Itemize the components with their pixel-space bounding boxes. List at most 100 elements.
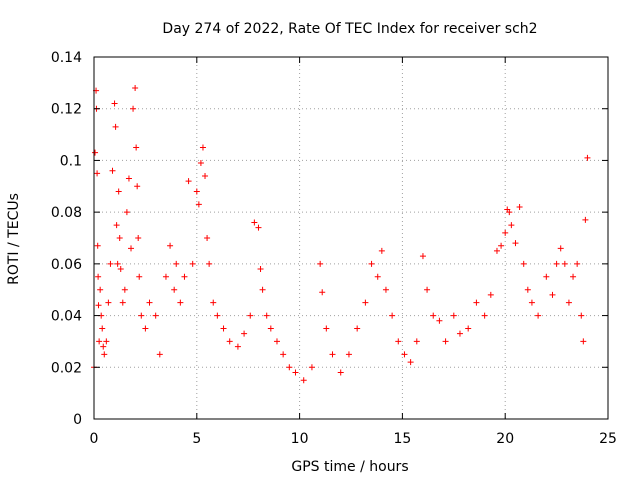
data-point bbox=[156, 351, 163, 358]
data-point bbox=[125, 175, 132, 182]
data-point bbox=[557, 245, 564, 252]
y-tick-label: 0.02 bbox=[51, 360, 82, 376]
data-point bbox=[292, 369, 299, 376]
data-point bbox=[382, 286, 389, 293]
data-point bbox=[436, 317, 443, 324]
data-point bbox=[204, 235, 211, 241]
data-point bbox=[128, 245, 135, 252]
data-point bbox=[130, 105, 137, 112]
data-point bbox=[508, 222, 515, 229]
data-point bbox=[319, 289, 326, 296]
data-point bbox=[395, 338, 402, 345]
data-point bbox=[226, 338, 233, 345]
data-point bbox=[195, 201, 202, 208]
data-point bbox=[193, 188, 200, 195]
data-point bbox=[419, 253, 426, 260]
x-tick-labels: 0 5 10 15 20 25 bbox=[90, 431, 617, 447]
data-point bbox=[185, 178, 192, 185]
data-point bbox=[234, 343, 241, 350]
data-point bbox=[251, 219, 258, 226]
data-point bbox=[100, 343, 107, 350]
axis-ticks bbox=[93, 56, 609, 420]
y-tick-label: 0.08 bbox=[51, 205, 82, 221]
data-point bbox=[202, 172, 209, 179]
data-point bbox=[528, 299, 535, 306]
data-point bbox=[107, 260, 114, 267]
y-tick-label: 0.12 bbox=[51, 102, 82, 118]
data-point bbox=[413, 338, 420, 345]
data-point bbox=[516, 203, 523, 210]
data-point bbox=[323, 325, 330, 332]
data-point bbox=[561, 260, 568, 267]
data-point bbox=[95, 302, 102, 309]
data-point bbox=[146, 299, 153, 306]
data-point bbox=[520, 260, 527, 267]
data-point bbox=[94, 242, 101, 249]
data-point bbox=[133, 144, 140, 151]
data-point bbox=[135, 235, 142, 241]
data-point bbox=[173, 260, 180, 267]
data-point bbox=[197, 160, 204, 167]
data-point bbox=[96, 338, 103, 345]
data-point bbox=[578, 312, 585, 319]
chart-title: Day 274 of 2022, Rate Of TEC Index for r… bbox=[162, 21, 537, 37]
data-point bbox=[273, 338, 280, 345]
data-point bbox=[113, 222, 120, 229]
data-point bbox=[92, 149, 99, 156]
data-point bbox=[210, 299, 217, 306]
data-point bbox=[255, 224, 262, 231]
data-point bbox=[345, 351, 352, 358]
data-point bbox=[362, 299, 369, 306]
x-axis-title: GPS time / hours bbox=[291, 459, 408, 475]
data-point bbox=[263, 312, 270, 319]
data-point bbox=[300, 377, 307, 384]
data-point bbox=[465, 325, 472, 332]
data-points bbox=[91, 85, 591, 384]
data-point bbox=[112, 123, 119, 130]
x-tick-label: 5 bbox=[192, 431, 201, 447]
y-tick-label: 0.14 bbox=[51, 50, 82, 66]
data-point bbox=[97, 286, 104, 293]
x-tick-label: 10 bbox=[291, 431, 309, 447]
data-point bbox=[247, 312, 254, 319]
data-point bbox=[570, 273, 577, 280]
data-point bbox=[456, 330, 463, 337]
x-tick-label: 0 bbox=[90, 431, 99, 447]
data-point bbox=[171, 286, 178, 293]
data-point bbox=[424, 286, 431, 293]
x-tick-label: 25 bbox=[599, 431, 617, 447]
data-point bbox=[549, 291, 556, 298]
data-point bbox=[103, 338, 110, 345]
data-point bbox=[584, 154, 591, 161]
data-point bbox=[354, 325, 361, 332]
data-point bbox=[241, 330, 248, 337]
data-point bbox=[189, 260, 196, 267]
data-point bbox=[152, 312, 159, 319]
data-point bbox=[378, 247, 385, 254]
data-point bbox=[206, 260, 213, 267]
data-point bbox=[286, 364, 293, 371]
data-point bbox=[498, 242, 505, 249]
data-point bbox=[389, 312, 396, 319]
data-point bbox=[473, 299, 480, 306]
data-point bbox=[177, 299, 184, 306]
data-point bbox=[134, 183, 141, 190]
data-point bbox=[574, 260, 581, 267]
data-point bbox=[105, 299, 112, 306]
data-point bbox=[407, 359, 414, 366]
data-point bbox=[543, 273, 550, 280]
data-point bbox=[142, 325, 149, 332]
data-point bbox=[442, 338, 449, 345]
data-point bbox=[374, 273, 381, 280]
y-tick-label: 0.04 bbox=[51, 309, 82, 325]
data-point bbox=[123, 209, 130, 216]
y-tick-label: 0 bbox=[73, 412, 82, 428]
data-point bbox=[493, 247, 500, 254]
data-point bbox=[487, 291, 494, 298]
data-point bbox=[280, 351, 287, 358]
data-point bbox=[114, 260, 121, 267]
data-point bbox=[580, 338, 587, 345]
data-point bbox=[101, 351, 108, 358]
data-point bbox=[535, 312, 542, 319]
data-point bbox=[481, 312, 488, 319]
